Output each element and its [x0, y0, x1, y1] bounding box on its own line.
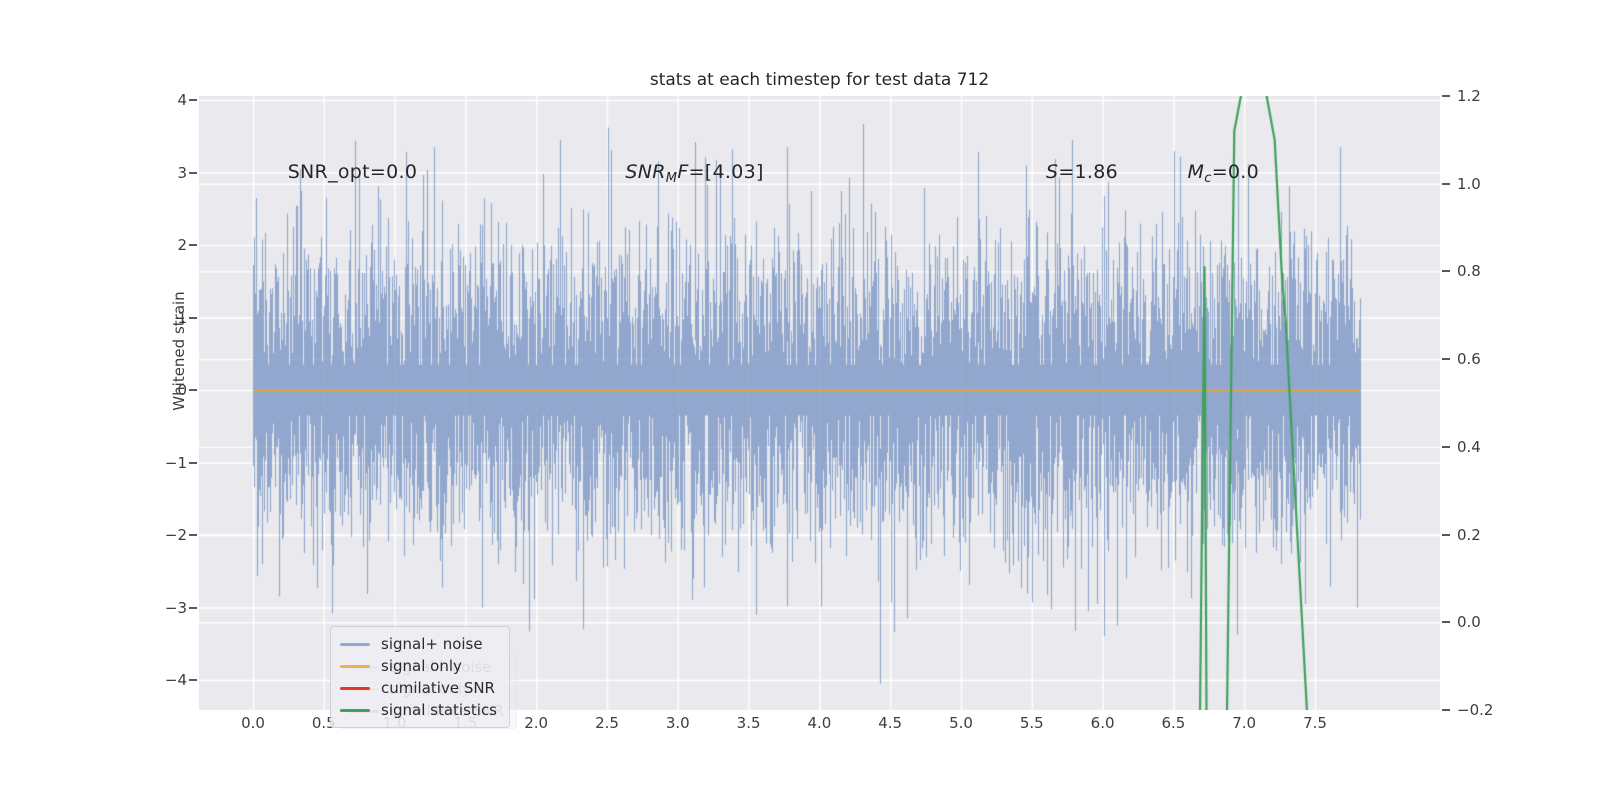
- legend-line-swatch: [340, 664, 370, 668]
- left-tick-label: 3: [177, 163, 187, 182]
- left-tick-label: −2: [164, 526, 187, 544]
- tick-mark: [189, 534, 197, 536]
- tick-mark: [1442, 94, 1450, 97]
- right-tick-label: 1.2: [1457, 86, 1481, 105]
- legend-item: signal statistics: [340, 699, 497, 721]
- x-tick-label: 4.0: [807, 714, 832, 732]
- right-tick-label: 0.4: [1457, 437, 1481, 456]
- annotation-text: =[4.03]: [688, 160, 764, 183]
- x-tick-label: 7.5: [1303, 714, 1327, 732]
- annotation-text: M: [665, 170, 678, 186]
- x-tick-label: 6.0: [1090, 714, 1115, 732]
- left-tick-label: −1: [164, 453, 187, 472]
- x-tick-label: 4.5: [878, 714, 903, 732]
- x-tick-label: 7.0: [1232, 714, 1257, 732]
- left-tick-label: −3: [164, 598, 187, 617]
- tick-mark: [1442, 533, 1450, 536]
- right-tick-label: −0.2: [1457, 701, 1494, 719]
- left-tick-label: −4: [164, 671, 187, 689]
- left-tick-label: 0: [177, 381, 187, 399]
- annotation-text: F: [677, 160, 689, 183]
- annotation-text: SNR: [625, 160, 666, 183]
- left-tick-label: 2: [177, 236, 187, 254]
- tick-mark: [189, 389, 197, 391]
- legend-label: signal+ noise: [381, 635, 483, 653]
- right-tick-label: 0.8: [1457, 262, 1481, 281]
- x-tick-label: 6.5: [1161, 714, 1186, 732]
- annotation-text: SNR_opt=0.0: [287, 160, 418, 183]
- x-tick-label: 3.5: [736, 714, 761, 732]
- x-tick-label: 3.0: [665, 714, 690, 732]
- annotation-snr-mf: SNRMF=[4.03]: [625, 160, 764, 186]
- right-tick-label: 1.0: [1457, 174, 1481, 193]
- annotation-text: S: [1045, 160, 1059, 183]
- plot-canvas: [199, 96, 1440, 710]
- tick-mark: [189, 461, 197, 464]
- tick-mark: [1442, 621, 1450, 624]
- tick-mark: [1442, 445, 1450, 448]
- legend-line-swatch: [340, 708, 370, 712]
- right-tick-label: 0.0: [1457, 613, 1481, 632]
- annotation-snr-opt: SNR_opt=0.0: [288, 161, 418, 183]
- x-tick-label: 5.0: [949, 714, 973, 732]
- annotation-m-chirp: Mc=0.0: [1187, 160, 1260, 186]
- legend-item: signal only: [340, 655, 497, 677]
- tick-mark: [189, 171, 197, 174]
- annotation-text: =0.0: [1211, 160, 1260, 183]
- tick-mark: [189, 316, 197, 319]
- x-tick-label: 0.5: [311, 714, 336, 732]
- x-tick-label: 2.5: [595, 714, 619, 732]
- legend-label: signal statistics: [381, 701, 498, 719]
- tick-mark: [189, 679, 197, 681]
- x-tick-label: 2.0: [524, 714, 549, 732]
- legend-item: cumilative SNR: [340, 677, 497, 699]
- chart-title: stats at each timestep for test data 712: [649, 70, 990, 90]
- tick-mark: [1442, 270, 1450, 273]
- x-tick-label: 5.5: [1019, 714, 1044, 732]
- right-tick-label: 0.6: [1457, 350, 1481, 369]
- legend-line-swatch: [340, 642, 370, 646]
- x-tick-label: 0.0: [241, 714, 265, 732]
- annotation-s-stat: S=1.86: [1046, 161, 1118, 183]
- annotation-text: c: [1204, 170, 1212, 186]
- legend-label: cumilative SNR: [381, 679, 495, 697]
- legend: signal+ noise signal only cumilative SNR si…: [330, 626, 511, 728]
- tick-mark: [189, 244, 197, 246]
- legend-label: signal only: [381, 657, 462, 675]
- legend-line-swatch: [340, 686, 370, 690]
- annotation-text: M: [1187, 160, 1205, 183]
- tick-mark: [1442, 182, 1450, 185]
- tick-mark: [189, 606, 197, 609]
- left-tick-label: 4: [177, 91, 187, 109]
- legend-item: signal+ noise: [340, 633, 497, 655]
- tick-mark: [1442, 358, 1450, 361]
- annotation-text: =1.86: [1058, 160, 1119, 183]
- right-tick-label: 0.2: [1457, 525, 1481, 544]
- tick-mark: [189, 99, 197, 101]
- left-tick-label: 1: [177, 308, 187, 327]
- tick-mark: [1442, 709, 1450, 711]
